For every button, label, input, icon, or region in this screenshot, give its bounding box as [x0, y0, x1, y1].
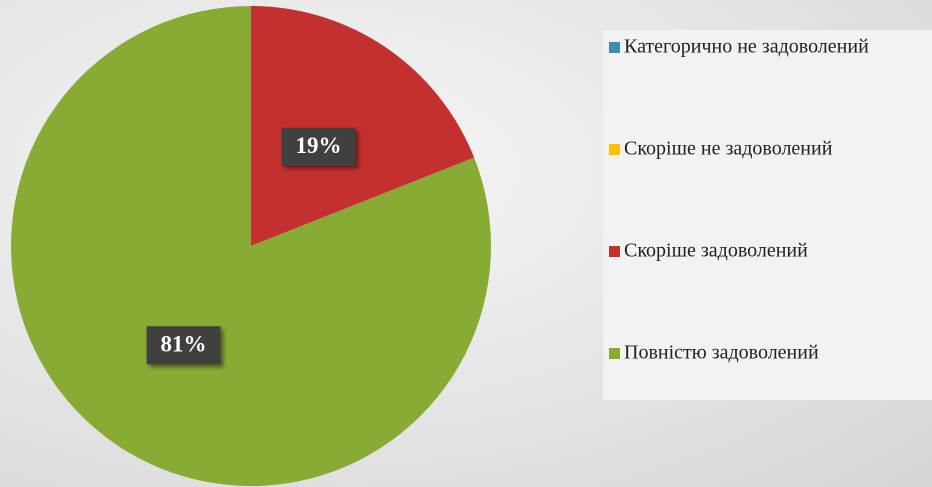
legend-label: Скоріше задоволений: [624, 240, 808, 262]
legend-label: Скоріше не задоволений: [624, 138, 833, 160]
legend-box: [603, 30, 932, 400]
data-labels: 19% 81%: [146, 127, 356, 365]
legend-label: Категорично не задоволений: [624, 36, 869, 58]
pie-slice: [251, 6, 475, 246]
legend-swatch: [609, 42, 620, 53]
legend-swatch: [609, 144, 620, 155]
legend-swatch: [609, 246, 620, 257]
pie: [11, 6, 491, 486]
value-label: 81%: [161, 332, 207, 357]
value-label-box: [281, 127, 356, 166]
value-label-box: [146, 326, 221, 365]
legend-swatch: [609, 348, 620, 359]
value-label: 19%: [295, 133, 341, 158]
legend-label: Повністю задоволений: [624, 342, 819, 364]
pie-slice: [11, 6, 491, 486]
legend: Категорично не задоволений Скоріше не зад…: [609, 36, 869, 364]
